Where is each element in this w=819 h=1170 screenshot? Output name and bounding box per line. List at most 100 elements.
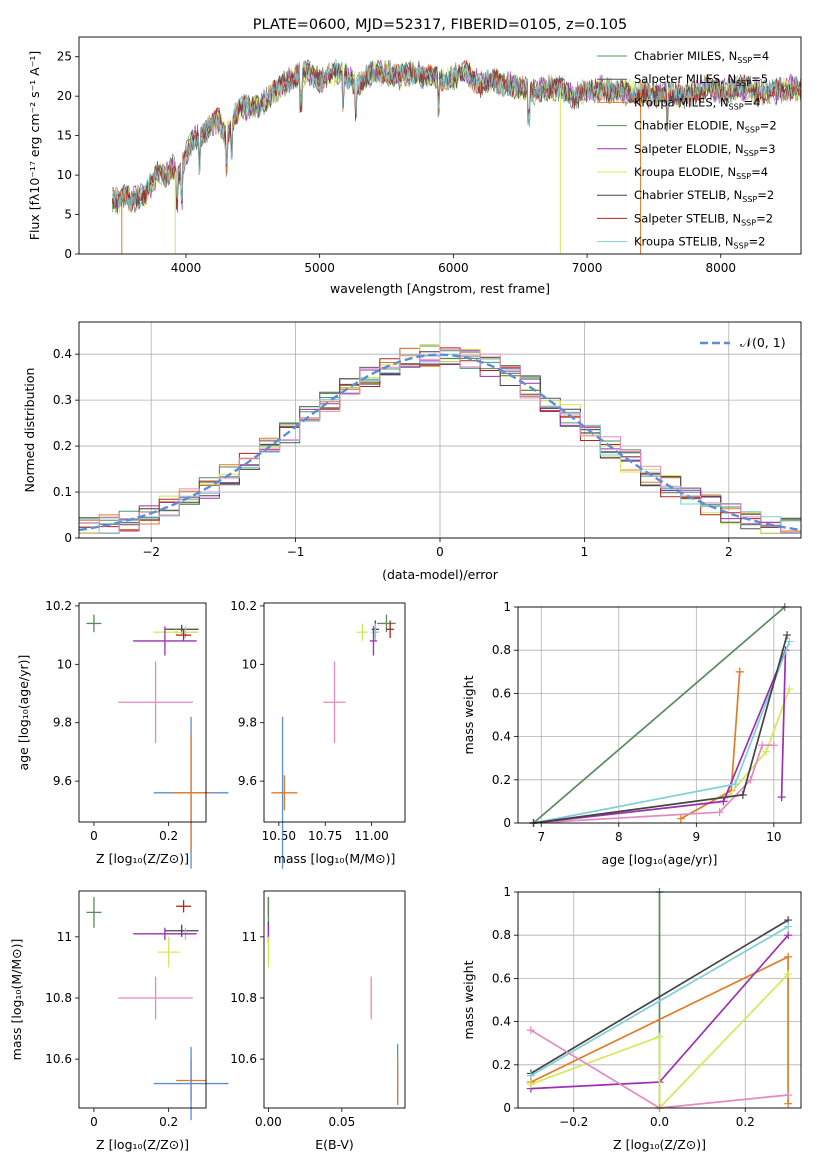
- weight-marker: [785, 637, 794, 646]
- y-tick-label: 9.6: [53, 774, 72, 788]
- y-axis-label: age [log₁₀(age/yr)]: [16, 655, 31, 771]
- x-axis-label: Z [log₁₀(Z/Z⊙)]: [613, 1137, 706, 1152]
- panel-1: −2 −1 0 1 2 0 0.1 0.2 0.3 0.4: [53, 321, 802, 559]
- panel-6: 0.00 0.05 10.6 10.8 11: [230, 890, 406, 1129]
- y-tick-label: 0.4: [492, 1015, 511, 1029]
- weight-marker: [715, 808, 724, 817]
- y-tick-label: 9.8: [53, 716, 72, 730]
- weight-line: [533, 688, 791, 824]
- axes-frame: [263, 602, 406, 823]
- legend-suffix: =4: [751, 165, 768, 179]
- x-tick-label: 8000: [706, 261, 737, 275]
- axes-frame: [78, 321, 802, 539]
- y-tick-label: 0.2: [492, 773, 511, 787]
- weight-marker: [784, 1099, 793, 1108]
- x-tick-label: 2: [725, 545, 733, 559]
- weight-line: [533, 634, 788, 824]
- x-tick-label: 0: [90, 829, 98, 843]
- y-tick-label: 0: [503, 1101, 511, 1115]
- weight-marker: [746, 775, 755, 784]
- weight-marker: [783, 631, 792, 640]
- x-tick-label: 0: [436, 545, 444, 559]
- y-tick-label: 0.1: [53, 485, 72, 499]
- x-tick-label: 7000: [572, 261, 603, 275]
- legend-name: Salpeter ELODIE, N: [634, 142, 744, 156]
- y-axis-label: mass weight: [461, 675, 476, 754]
- legend-sub: SSP: [736, 172, 751, 181]
- y-axis-label: Flux [fλ10⁻¹⁷ erg cm⁻² s⁻¹ A⁻¹]: [27, 51, 42, 240]
- weight-marker: [719, 797, 728, 806]
- x-tick-label: 0.2: [159, 829, 178, 843]
- x-tick-label: −1: [287, 545, 305, 559]
- weight-marker: [769, 741, 778, 750]
- y-tick-label: 0.6: [492, 686, 511, 700]
- x-axis-label: E(B-V): [315, 1137, 354, 1152]
- y-tick-label: 0.2: [53, 439, 72, 453]
- legend-name: Kroupa MILES, N: [634, 95, 729, 109]
- panel-5: 0 0.2 10.6 10.8 11: [45, 890, 229, 1129]
- weight-marker: [762, 747, 771, 756]
- y-tick-label: 10.2: [230, 599, 257, 613]
- spectrum-lines: [112, 58, 801, 254]
- errorbar-points: [86, 614, 229, 869]
- legend-sub: SSP: [737, 56, 752, 65]
- legend-entry: Salpeter STELIB, NSSP=2: [634, 211, 773, 227]
- y-tick-label: 10: [57, 657, 72, 671]
- panel-4: 7 8 9 10 0 0.2 0.4 0.6 0.8 1: [492, 600, 802, 844]
- panel-0: 4000 5000 6000 7000 8000 0 5 10 15 20 25: [57, 36, 802, 275]
- legend-sub: SSP: [745, 126, 760, 135]
- legend-entry: Kroupa STELIB, NSSP=2: [634, 235, 765, 251]
- legend-entry: Salpeter MILES, NSSP=5: [634, 72, 768, 88]
- x-axis-label: (data-model)/error: [382, 567, 499, 582]
- weight-marker: [735, 667, 744, 676]
- x-axis-label: mass [log₁₀(M/M⊙)]: [274, 851, 396, 866]
- x-tick-label: 5000: [304, 261, 335, 275]
- y-tick-label: 0.6: [492, 971, 511, 985]
- weight-lines: [526, 888, 793, 1112]
- normal-curve: [78, 353, 802, 532]
- x-tick-label: 9: [693, 830, 701, 844]
- weight-marker: [784, 1091, 793, 1100]
- weight-marker: [655, 1032, 664, 1041]
- legend-name: Salpeter MILES, N: [634, 72, 736, 86]
- x-tick-label: 8: [615, 830, 623, 844]
- legend-suffix: =2: [760, 119, 777, 133]
- spectrum-line: [112, 58, 801, 213]
- weight-line: [530, 925, 789, 1077]
- y-tick-label: 0.8: [492, 928, 511, 942]
- y-tick-label: 10: [242, 657, 257, 671]
- y-tick-label: 25: [57, 50, 72, 64]
- weight-marker: [738, 790, 747, 799]
- legend-entry: Salpeter ELODIE, NSSP=3: [634, 142, 776, 158]
- chart-title: PLATE=0600, MJD=52317, FIBERID=0105, z=0…: [253, 17, 627, 33]
- weight-line: [530, 973, 789, 1111]
- legend-entry: Chabrier ELODIE, NSSP=2: [634, 119, 777, 135]
- weight-marker: [785, 685, 794, 694]
- axes-frame: [517, 891, 802, 1109]
- y-axis-label: mass weight: [461, 960, 476, 1039]
- y-tick-label: 1: [503, 885, 511, 899]
- spectrum-line: [112, 61, 801, 213]
- y-tick-label: 9.6: [238, 774, 257, 788]
- legend-name: Chabrier STELIB, N: [634, 188, 742, 202]
- weight-marker: [731, 780, 740, 789]
- weight-marker: [784, 922, 793, 931]
- y-tick-label: 1: [503, 600, 511, 614]
- legend-sub: SSP: [744, 149, 759, 158]
- legend-suffix: =2: [756, 211, 773, 225]
- x-axis-label: Z [log₁₀(Z/Z⊙)]: [96, 851, 189, 866]
- errorbar-points: [271, 614, 396, 869]
- legend-name: Kroupa STELIB, N: [634, 235, 734, 249]
- x-tick-label: 0.0: [650, 1115, 669, 1129]
- errorbar-points: [267, 897, 399, 1105]
- legend-name: Kroupa ELODIE, N: [634, 165, 736, 179]
- x-tick-label: 4000: [171, 261, 202, 275]
- legend-name: Chabrier ELODIE, N: [634, 119, 745, 133]
- weight-lines: [529, 603, 794, 827]
- axes-frame: [517, 606, 802, 824]
- y-tick-label: 10.6: [230, 1052, 257, 1066]
- legend-suffix: =5: [751, 72, 768, 86]
- weight-line: [532, 606, 786, 824]
- x-tick-label: 0.2: [159, 1115, 178, 1129]
- legend-suffix: =4: [752, 49, 769, 63]
